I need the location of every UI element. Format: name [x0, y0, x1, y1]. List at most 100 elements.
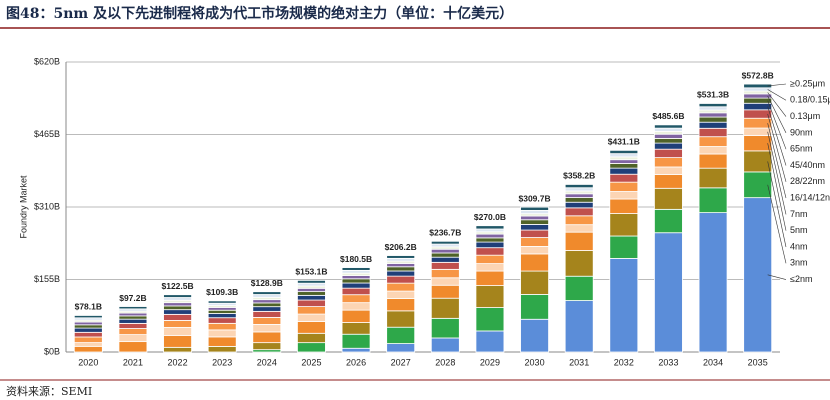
- bar-segment: [430, 268, 460, 279]
- bar-segment: [386, 255, 416, 259]
- total-label: $431.1B: [608, 137, 640, 147]
- leader-line: [767, 95, 787, 134]
- bar-segment: [609, 149, 639, 155]
- bar-segment: [73, 327, 103, 333]
- bar-segment: [564, 187, 594, 192]
- total-label: $109.3B: [206, 287, 238, 297]
- legend-label: 65nm: [790, 144, 813, 154]
- bar-segment: [207, 309, 237, 314]
- bar-segment: [297, 291, 326, 296]
- bar-segment: [520, 215, 549, 221]
- bar-segment: [73, 324, 103, 329]
- bar-segment: [118, 322, 148, 329]
- bar-segment: [698, 106, 728, 111]
- bar-segment: [698, 109, 728, 114]
- x-tick-label: 2027: [391, 357, 411, 367]
- bar-segment: [520, 237, 549, 247]
- bar-segment: [163, 302, 192, 307]
- bar-segment: [73, 342, 103, 347]
- bar-segment: [118, 334, 148, 343]
- bar-segment: [297, 299, 326, 307]
- bar-segment: [163, 327, 192, 336]
- bar-segment: [252, 331, 282, 344]
- chart-title: 图48：5nm 及以下先进制程将成为代工市场规模的绝对主力（单位：十亿美元）: [6, 5, 513, 22]
- bar-segment: [609, 258, 639, 353]
- bar-segment: [743, 135, 773, 152]
- bar-segment: [654, 133, 683, 139]
- bar-segment: [207, 336, 237, 347]
- bar-segment: [609, 163, 639, 169]
- legend-label: 90nm: [790, 127, 813, 137]
- bar-segment: [207, 307, 237, 311]
- bar-segment: [609, 159, 639, 164]
- x-tick-label: 2028: [435, 357, 455, 367]
- bar-segment: [297, 287, 326, 293]
- bar-segment: [520, 294, 549, 320]
- leader-line: [767, 184, 787, 264]
- total-label: $122.5B: [161, 281, 193, 291]
- bar-segment: [743, 97, 773, 104]
- bar-segment: [163, 305, 192, 311]
- bar-segment: [73, 315, 103, 319]
- total-label: $572.8B: [742, 70, 774, 80]
- bar-segment: [609, 167, 639, 175]
- bar-segment: [430, 243, 460, 248]
- x-tick-label: 2026: [346, 357, 366, 367]
- bar-segment: [73, 321, 103, 326]
- bar-segment: [341, 333, 371, 349]
- bar-segment: [743, 93, 773, 99]
- bar-segment: [386, 326, 416, 344]
- legend-label: 7nm: [790, 209, 808, 219]
- bar-segment: [252, 291, 282, 295]
- legend-label: 45/40nm: [790, 160, 825, 170]
- bar-segment: [520, 229, 549, 238]
- bar-segment: [430, 256, 460, 263]
- total-label: $531.3B: [697, 90, 729, 100]
- bar-segment: [564, 231, 594, 251]
- total-label: $180.5B: [340, 254, 372, 264]
- bar-segment: [341, 278, 371, 284]
- bar-segment: [341, 347, 371, 353]
- bar-segment: [297, 294, 326, 301]
- legend-label: 4nm: [790, 241, 808, 251]
- y-tick-label: $310B: [34, 201, 60, 211]
- bar-segment: [698, 127, 728, 138]
- bar-segment: [73, 331, 103, 338]
- bar-segment: [609, 173, 639, 183]
- bar-segment: [430, 252, 460, 258]
- bar-segment: [698, 187, 728, 214]
- bar-segment: [475, 254, 505, 264]
- total-label: $485.6B: [652, 111, 684, 121]
- bar-segment: [609, 153, 639, 158]
- bar-segment: [163, 297, 192, 301]
- bar-segment: [654, 127, 683, 132]
- bar-segment: [654, 142, 683, 150]
- total-label: $128.9B: [251, 278, 283, 288]
- bar-segment: [564, 250, 594, 277]
- x-tick-label: 2030: [525, 357, 545, 367]
- bar-segment: [341, 287, 371, 296]
- bar-segment: [118, 318, 148, 324]
- bar-segment: [609, 235, 639, 259]
- bar-segment: [386, 263, 416, 268]
- bar-segment: [430, 337, 460, 353]
- bar-segment: [654, 208, 683, 234]
- y-tick-label: $0B: [44, 346, 60, 356]
- total-label: $358.2B: [563, 171, 595, 181]
- x-tick-label: 2021: [123, 357, 143, 367]
- legend-label: 16/14/12nm: [790, 192, 830, 202]
- bar-segment: [207, 313, 237, 319]
- bar-segment: [564, 184, 594, 189]
- bar-segment: [654, 166, 683, 175]
- bar-segment: [475, 263, 505, 272]
- bar-segment: [297, 306, 326, 315]
- bar-segment: [341, 269, 371, 274]
- legend-label: ≥0.25μm: [790, 78, 825, 88]
- bar-segment: [207, 322, 237, 331]
- legend-label: ≤2nm: [790, 274, 812, 284]
- y-tick-label: $155B: [34, 274, 60, 284]
- bar-segment: [252, 299, 282, 304]
- x-tick-label: 2034: [703, 357, 723, 367]
- bar-segment: [430, 277, 460, 286]
